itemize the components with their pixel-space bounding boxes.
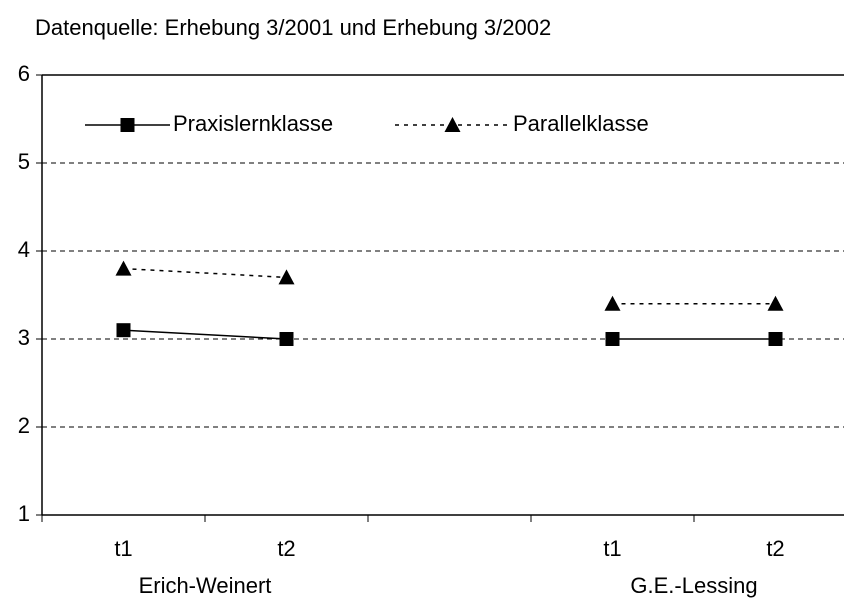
legend-marker xyxy=(444,117,461,132)
x-tick-label: t2 xyxy=(277,536,295,561)
y-tick-label: 5 xyxy=(18,149,30,174)
legend-label: Praxislernklasse xyxy=(173,111,333,136)
legend-marker xyxy=(120,118,135,132)
y-tick-label: 4 xyxy=(18,237,30,262)
y-tick-label: 6 xyxy=(18,61,30,86)
series-line xyxy=(123,329,287,340)
marker xyxy=(115,260,132,276)
y-tick-label: 1 xyxy=(18,501,30,526)
marker xyxy=(605,332,620,346)
x-tick-label: t1 xyxy=(114,536,132,561)
group-label: G.E.-Lessing xyxy=(630,573,757,598)
marker xyxy=(278,269,295,285)
marker xyxy=(604,295,621,311)
y-tick-label: 2 xyxy=(18,413,30,438)
x-tick-label: t1 xyxy=(603,536,621,561)
group-label: Erich-Weinert xyxy=(139,573,272,598)
series-line xyxy=(123,267,287,279)
marker xyxy=(768,332,783,346)
y-tick-label: 3 xyxy=(18,325,30,350)
legend-label: Parallelklasse xyxy=(513,111,649,136)
marker xyxy=(767,295,784,311)
chart-subtitle: Datenquelle: Erhebung 3/2001 und Erhebun… xyxy=(35,15,551,40)
marker xyxy=(116,323,131,338)
marker xyxy=(279,332,294,346)
x-tick-label: t2 xyxy=(766,536,784,561)
